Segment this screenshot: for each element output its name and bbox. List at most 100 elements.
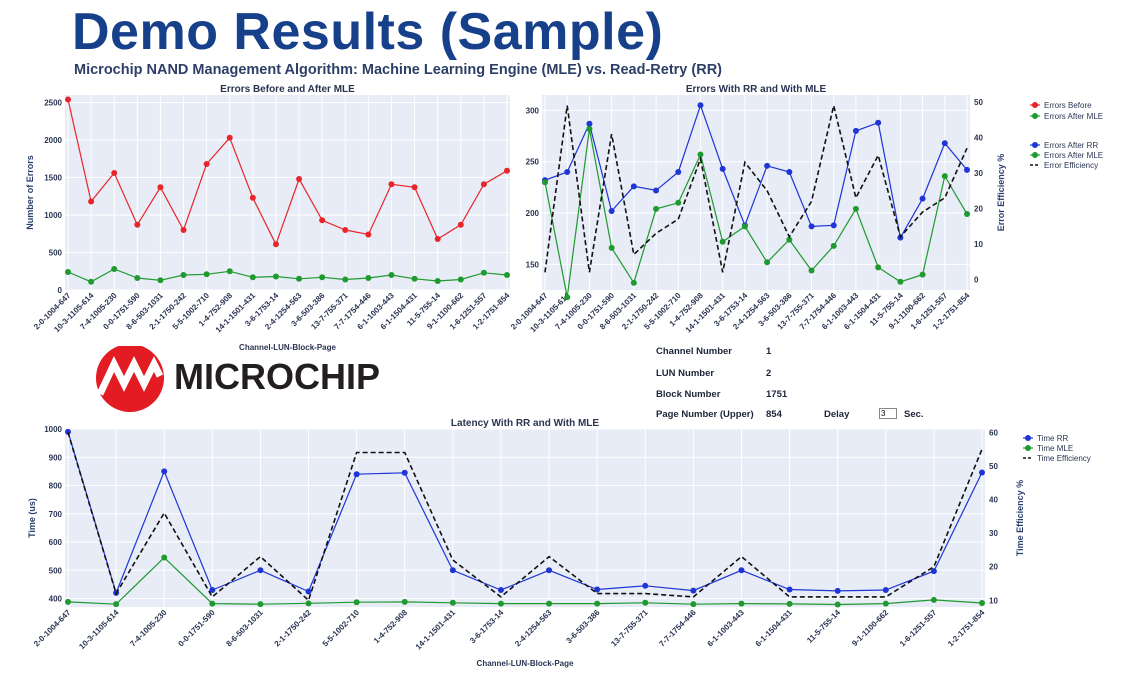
- data-point: [65, 269, 71, 275]
- series-line-0: [67, 99, 508, 246]
- chart-title: Errors Before and After MLE: [220, 84, 355, 95]
- data-point: [941, 173, 948, 180]
- y-tick-label: 150: [526, 260, 540, 269]
- data-point: [480, 269, 487, 276]
- data-point: [586, 125, 593, 132]
- data-point: [830, 242, 837, 249]
- data-point: [642, 599, 649, 606]
- data-point: [630, 279, 637, 286]
- legend-marker: [1025, 435, 1031, 441]
- delay-unit: Sec.: [904, 409, 924, 420]
- legend-entry: Errors After MLE: [1044, 151, 1103, 160]
- data-point: [564, 168, 571, 175]
- y-tick-label: 2000: [44, 136, 62, 145]
- data-point: [690, 587, 697, 594]
- data-point: [65, 96, 71, 103]
- data-point: [741, 223, 748, 230]
- data-point: [305, 588, 312, 595]
- data-point: [497, 600, 504, 607]
- lun-number-label: LUN Number: [656, 368, 715, 379]
- data-point: [134, 221, 141, 228]
- x-tick-label: 3-6-503-386: [564, 608, 602, 646]
- y-tick-label: 500: [49, 249, 63, 258]
- x-tick-label: 1-4-752-908: [372, 608, 410, 646]
- data-point: [504, 167, 510, 174]
- x-tick-label: 10-3-1105-614: [77, 608, 121, 652]
- page-number-label: Page Number (Upper): [656, 409, 754, 420]
- delay-input[interactable]: [879, 408, 897, 419]
- series-line-2: [67, 432, 983, 602]
- y-tick-label: 2500: [44, 99, 62, 108]
- data-point: [257, 601, 264, 608]
- data-point: [675, 199, 682, 206]
- data-point: [319, 274, 326, 281]
- data-point: [830, 222, 837, 229]
- page-title: Demo Results (Sample): [72, 3, 664, 61]
- y-tick-label: 900: [49, 453, 63, 462]
- x-tick-label: 8-6-503-1031: [224, 608, 265, 649]
- y-tick-label: 500: [49, 566, 63, 575]
- x-tick-label: 11-5-755-14: [805, 608, 842, 645]
- data-point: [608, 207, 615, 214]
- series-line-0: [67, 431, 983, 595]
- delay-label: Delay: [824, 409, 850, 420]
- data-point: [388, 181, 395, 188]
- y2-tick-label: 50: [974, 98, 983, 107]
- chart-title: Errors With RR and With MLE: [686, 84, 827, 95]
- y2-tick-label: 20: [989, 563, 998, 572]
- data-point: [157, 277, 164, 284]
- x-tick-label: 2-0-1004-647: [32, 608, 73, 649]
- data-point: [697, 151, 704, 158]
- data-point: [642, 582, 649, 589]
- x-tick-label: 1-6-1251-557: [898, 608, 939, 649]
- data-point: [353, 599, 360, 606]
- logo-chip-icon: [96, 355, 164, 396]
- plot-area: [542, 95, 970, 290]
- data-point: [564, 294, 571, 301]
- data-point: [546, 600, 553, 607]
- y2-tick-label: 40: [989, 496, 998, 505]
- data-point: [808, 223, 815, 230]
- y-axis-label: Number of Errors: [25, 155, 35, 230]
- legend-marker: [1032, 113, 1038, 119]
- data-point: [342, 276, 349, 283]
- data-point: [979, 600, 985, 607]
- data-point: [719, 238, 726, 245]
- data-point: [897, 278, 904, 285]
- data-point: [542, 179, 548, 186]
- data-point: [675, 168, 682, 175]
- data-point: [203, 161, 210, 167]
- data-point: [941, 140, 948, 147]
- data-point: [342, 227, 349, 233]
- data-point: [764, 259, 771, 266]
- channel-number-label: Channel Number: [656, 346, 733, 357]
- legend-marker: [1025, 445, 1031, 451]
- x-tick-label: 6-1-1504-431: [754, 608, 795, 649]
- data-point: [653, 187, 660, 194]
- y-axis-label: Time (us): [27, 498, 37, 538]
- data-point: [113, 601, 120, 608]
- data-point: [180, 227, 187, 233]
- data-point: [919, 271, 926, 278]
- data-point: [305, 600, 312, 607]
- y2-tick-label: 30: [989, 529, 998, 538]
- data-point: [964, 211, 970, 218]
- data-point: [457, 276, 464, 283]
- legend-marker: [1032, 152, 1038, 158]
- x-tick-label: 13-7-755-371: [609, 608, 650, 649]
- data-point: [875, 119, 882, 126]
- legend-marker: [1032, 102, 1038, 108]
- y2-tick-label: 40: [974, 134, 983, 143]
- y-tick-label: 1000: [44, 211, 62, 220]
- y2-tick-label: 0: [974, 275, 979, 284]
- data-point: [852, 127, 859, 134]
- x-tick-label: 3-6-1753-14: [468, 608, 506, 646]
- y-tick-label: 400: [49, 595, 63, 604]
- y2-tick-label: 10: [989, 596, 998, 605]
- lun-number-value: 2: [766, 368, 772, 379]
- data-point: [875, 264, 882, 271]
- data-point: [786, 586, 793, 593]
- data-point: [786, 168, 793, 175]
- data-point: [434, 278, 441, 284]
- x-tick-label: 9-1-1100-662: [850, 608, 890, 648]
